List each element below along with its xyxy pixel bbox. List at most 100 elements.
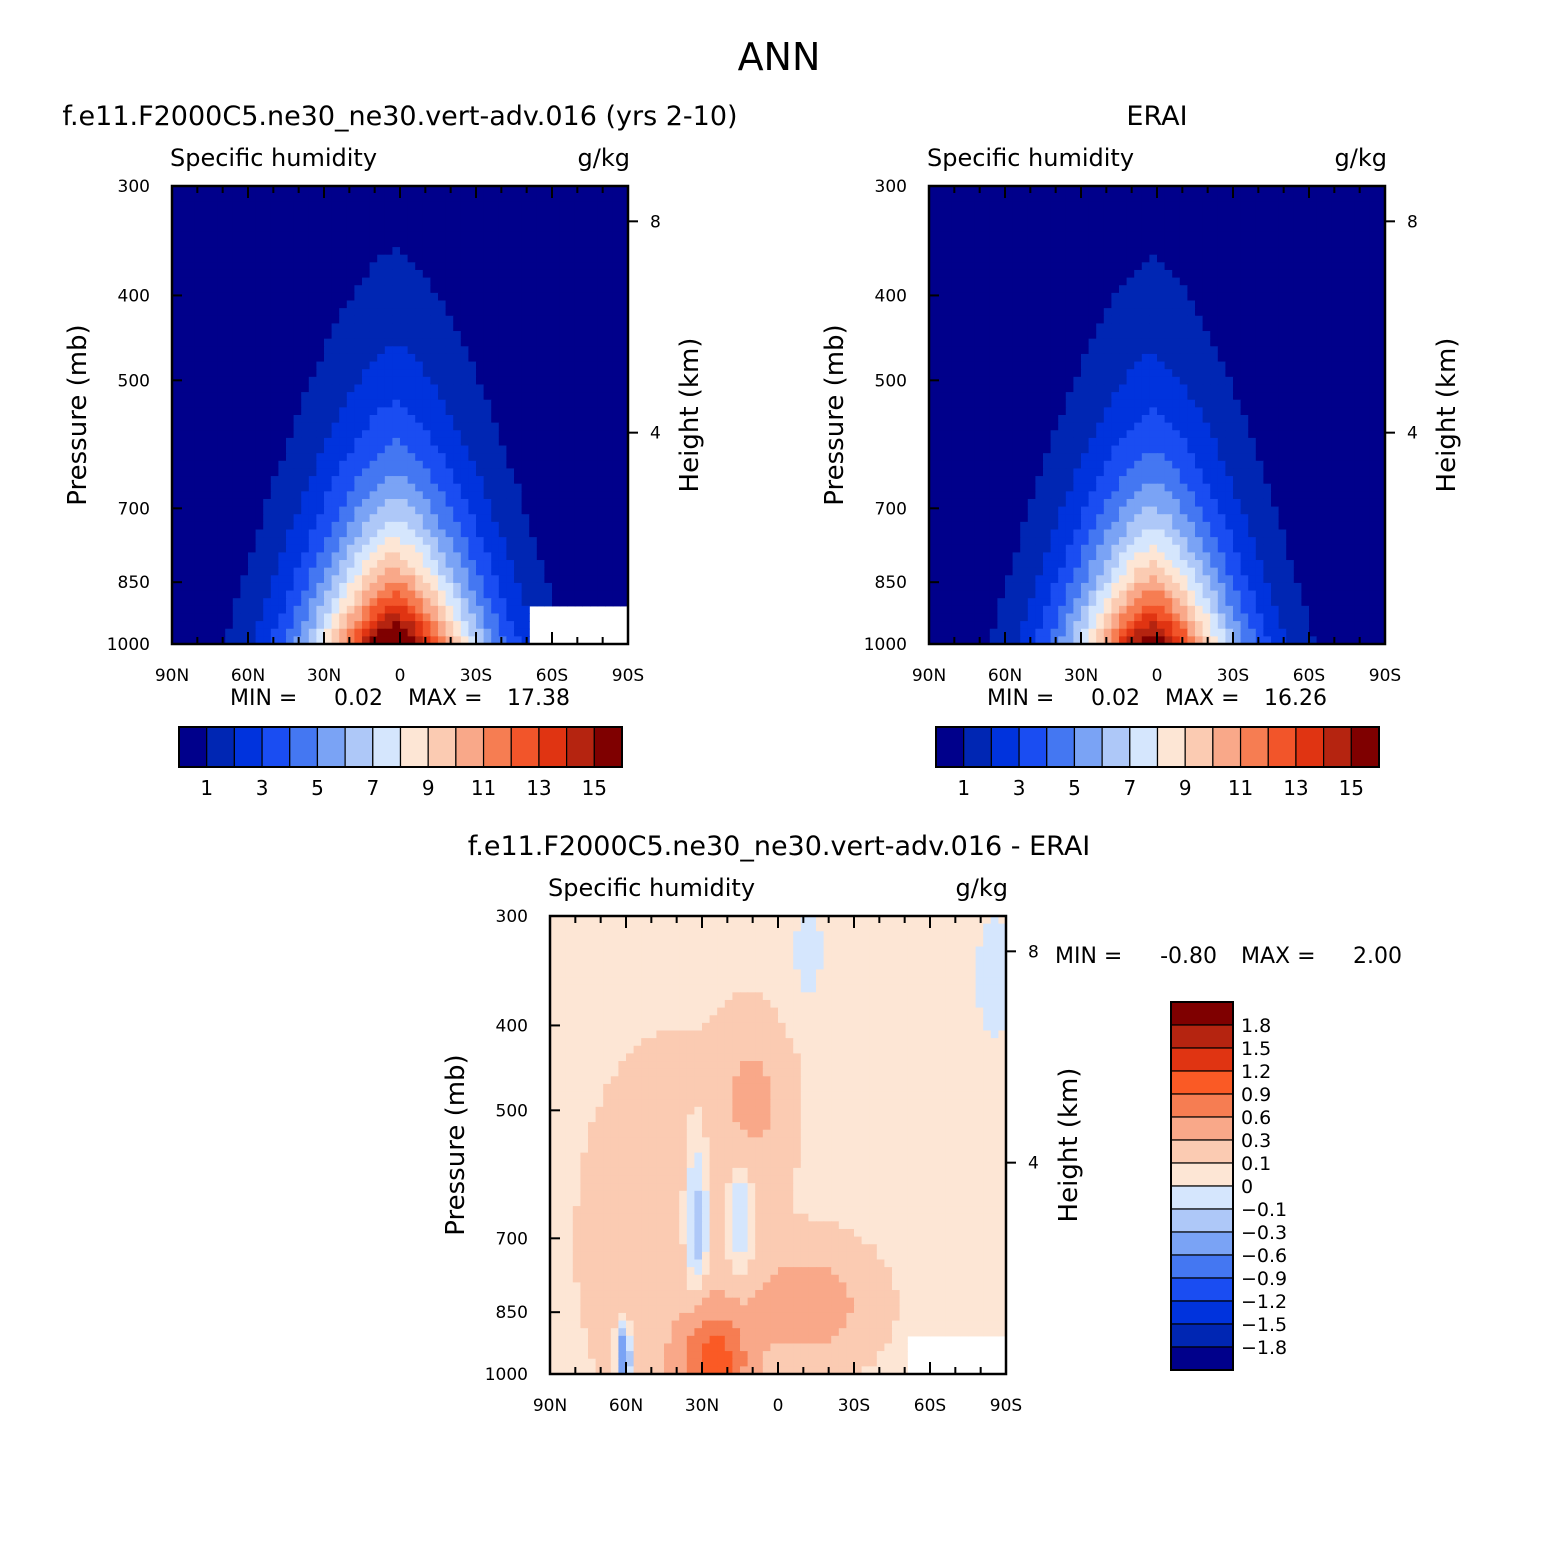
x-tick-label: 90N (155, 666, 189, 686)
contour-cell (256, 400, 264, 408)
contour-cell (324, 484, 332, 492)
contour-cell (499, 339, 507, 347)
contour-cell (339, 621, 347, 629)
contour-cell (582, 194, 590, 202)
contour-cell (1233, 270, 1241, 278)
contour-cell (195, 369, 203, 377)
contour-cell (959, 217, 967, 225)
contour-cell (195, 453, 203, 461)
contour-cell (187, 453, 195, 461)
contour-cell (1058, 354, 1066, 362)
contour-cell (271, 468, 279, 476)
contour-cell (1149, 301, 1157, 309)
contour-cell (1355, 194, 1363, 202)
contour-cell (522, 354, 530, 362)
contour-cell (959, 308, 967, 316)
contour-cell (582, 446, 590, 454)
contour-cell (1294, 194, 1302, 202)
contour-cell (522, 629, 530, 637)
contour-cell (1347, 239, 1355, 247)
contour-cell (354, 575, 362, 583)
contour-cell (590, 270, 598, 278)
contour-cell (476, 384, 484, 392)
contour-cell (187, 224, 195, 232)
contour-cell (560, 331, 568, 339)
contour-cell (210, 369, 218, 377)
contour-cell (1195, 262, 1203, 270)
contour-cell (415, 591, 423, 599)
contour-cell (286, 575, 294, 583)
contour-cell (468, 392, 476, 400)
contour-cell (1149, 255, 1157, 263)
contour-cell (316, 247, 324, 255)
contour-cell (959, 323, 967, 331)
contour-cell (248, 362, 256, 370)
contour-cell (263, 209, 271, 217)
contour-cell (468, 331, 476, 339)
contour-cell (499, 583, 507, 591)
contour-cell (514, 514, 522, 522)
contour-cell (370, 255, 378, 263)
contour-cell (575, 346, 583, 354)
contour-cell (567, 407, 575, 415)
contour-cell (1195, 316, 1203, 324)
contour-cell (1210, 262, 1218, 270)
contour-cell (316, 400, 324, 408)
contour-cell (552, 415, 560, 423)
contour-cell (575, 522, 583, 530)
contour-cell (392, 331, 400, 339)
contour-cell (233, 407, 241, 415)
contour-cell (400, 591, 408, 599)
contour-cell (590, 331, 598, 339)
contour-cell (1332, 209, 1340, 217)
contour-cell (476, 239, 484, 247)
contour-cell (438, 430, 446, 438)
contour-cell (605, 438, 613, 446)
contour-cell (1324, 224, 1332, 232)
contour-cell (309, 591, 317, 599)
contour-cell (997, 293, 1005, 301)
contour-cell (605, 201, 613, 209)
contour-cell (590, 530, 598, 538)
contour-cell (309, 194, 317, 202)
contour-cell (1195, 217, 1203, 225)
contour-cell (605, 545, 613, 553)
contour-cell (582, 224, 590, 232)
contour-cell (552, 354, 560, 362)
contour-cell (430, 407, 438, 415)
contour-cell (354, 354, 362, 362)
contour-cell (324, 384, 332, 392)
contour-cell (468, 224, 476, 232)
contour-cell (324, 323, 332, 331)
contour-cell (491, 591, 499, 599)
contour-cell (1043, 194, 1051, 202)
contour-cell (1195, 255, 1203, 263)
contour-cell (544, 339, 552, 347)
contour-cell (1043, 285, 1051, 293)
contour-cell (354, 537, 362, 545)
contour-cell (468, 560, 476, 568)
contour-cell (514, 362, 522, 370)
contour-cell (605, 369, 613, 377)
contour-cell (271, 476, 279, 484)
contour-cell (392, 354, 400, 362)
contour-cell (1096, 308, 1104, 316)
contour-cell (430, 476, 438, 484)
contour-cell (248, 270, 256, 278)
contour-cell (1347, 285, 1355, 293)
contour-cell (225, 491, 233, 499)
contour-cell (271, 400, 279, 408)
contour-cell (1332, 232, 1340, 240)
contour-cell (332, 499, 340, 507)
contour-cell (309, 384, 317, 392)
contour-cell (461, 545, 469, 553)
contour-cell (560, 468, 568, 476)
contour-cell (997, 270, 1005, 278)
contour-cell (1233, 308, 1241, 316)
contour-cell (952, 293, 960, 301)
contour-cell (202, 362, 210, 370)
contour-cell (453, 606, 461, 614)
contour-cell (952, 262, 960, 270)
contour-cell (598, 270, 606, 278)
contour-cell (522, 591, 530, 599)
